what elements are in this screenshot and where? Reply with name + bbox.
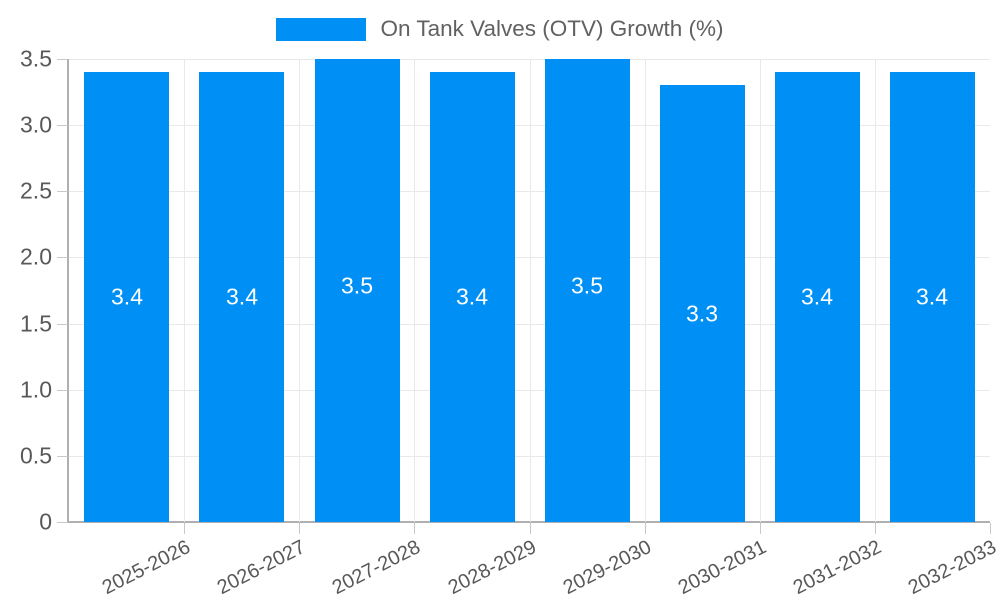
gridline-vertical [414, 59, 415, 522]
legend-item[interactable]: On Tank Valves (OTV) Growth (%) [276, 15, 724, 41]
gridline-horizontal [69, 389, 990, 391]
x-tick-mark [645, 523, 646, 534]
x-tick-label: 2025-2026 [98, 536, 194, 600]
x-tick-mark [990, 523, 991, 534]
y-tick-mark [57, 59, 68, 60]
gridline-vertical [299, 59, 300, 522]
y-tick-label: 2.5 [20, 177, 52, 204]
y-tick-mark [57, 125, 68, 127]
x-axis-line [67, 521, 990, 523]
gridline-vertical [875, 59, 876, 522]
bar[interactable] [660, 85, 745, 522]
y-tick-label: 1.0 [20, 376, 52, 403]
y-tick-label: 0 [39, 508, 52, 535]
gridline-vertical [760, 59, 761, 522]
bar[interactable] [545, 59, 630, 522]
bar[interactable] [890, 72, 975, 522]
gridline-horizontal [69, 323, 990, 325]
y-tick-label: 3.5 [20, 45, 52, 72]
x-tick-mark [414, 523, 415, 534]
y-tick-mark [57, 522, 68, 523]
gridline-horizontal [69, 455, 990, 457]
legend-label: On Tank Valves (OTV) Growth (%) [380, 15, 724, 41]
y-tick-label: 3.0 [20, 111, 52, 138]
gridline-horizontal [69, 257, 990, 259]
x-tick-mark [875, 523, 876, 534]
y-tick-mark [57, 191, 68, 193]
x-tick-mark [530, 523, 531, 534]
bar[interactable] [84, 72, 169, 522]
y-tick-label: 2.0 [20, 243, 52, 270]
gridline-vertical [645, 59, 646, 522]
legend-color-swatch [276, 17, 367, 41]
plot-area: 3.4 3.4 3.5 3.4 3.5 3.3 3.4 3.4 [69, 59, 990, 522]
bar[interactable] [430, 72, 515, 522]
chart-legend: On Tank Valves (OTV) Growth (%) [0, 10, 1000, 48]
y-tick-label: 1.5 [20, 310, 52, 337]
y-tick-mark [57, 257, 68, 259]
x-tick-mark [760, 523, 761, 534]
x-tick-mark [299, 523, 300, 534]
bar[interactable] [775, 72, 860, 522]
x-tick-mark [184, 523, 185, 534]
y-axis-line [67, 59, 69, 523]
bar[interactable] [315, 59, 400, 522]
gridline-vertical [530, 59, 531, 522]
y-tick-label: 0.5 [20, 442, 52, 469]
gridline-horizontal [69, 59, 990, 60]
gridline-horizontal [69, 191, 990, 193]
y-tick-mark [57, 323, 68, 325]
y-tick-mark [57, 455, 68, 457]
bar[interactable] [199, 72, 284, 522]
y-tick-mark [57, 389, 68, 391]
gridline-vertical [184, 59, 185, 522]
gridline-horizontal [69, 125, 990, 127]
